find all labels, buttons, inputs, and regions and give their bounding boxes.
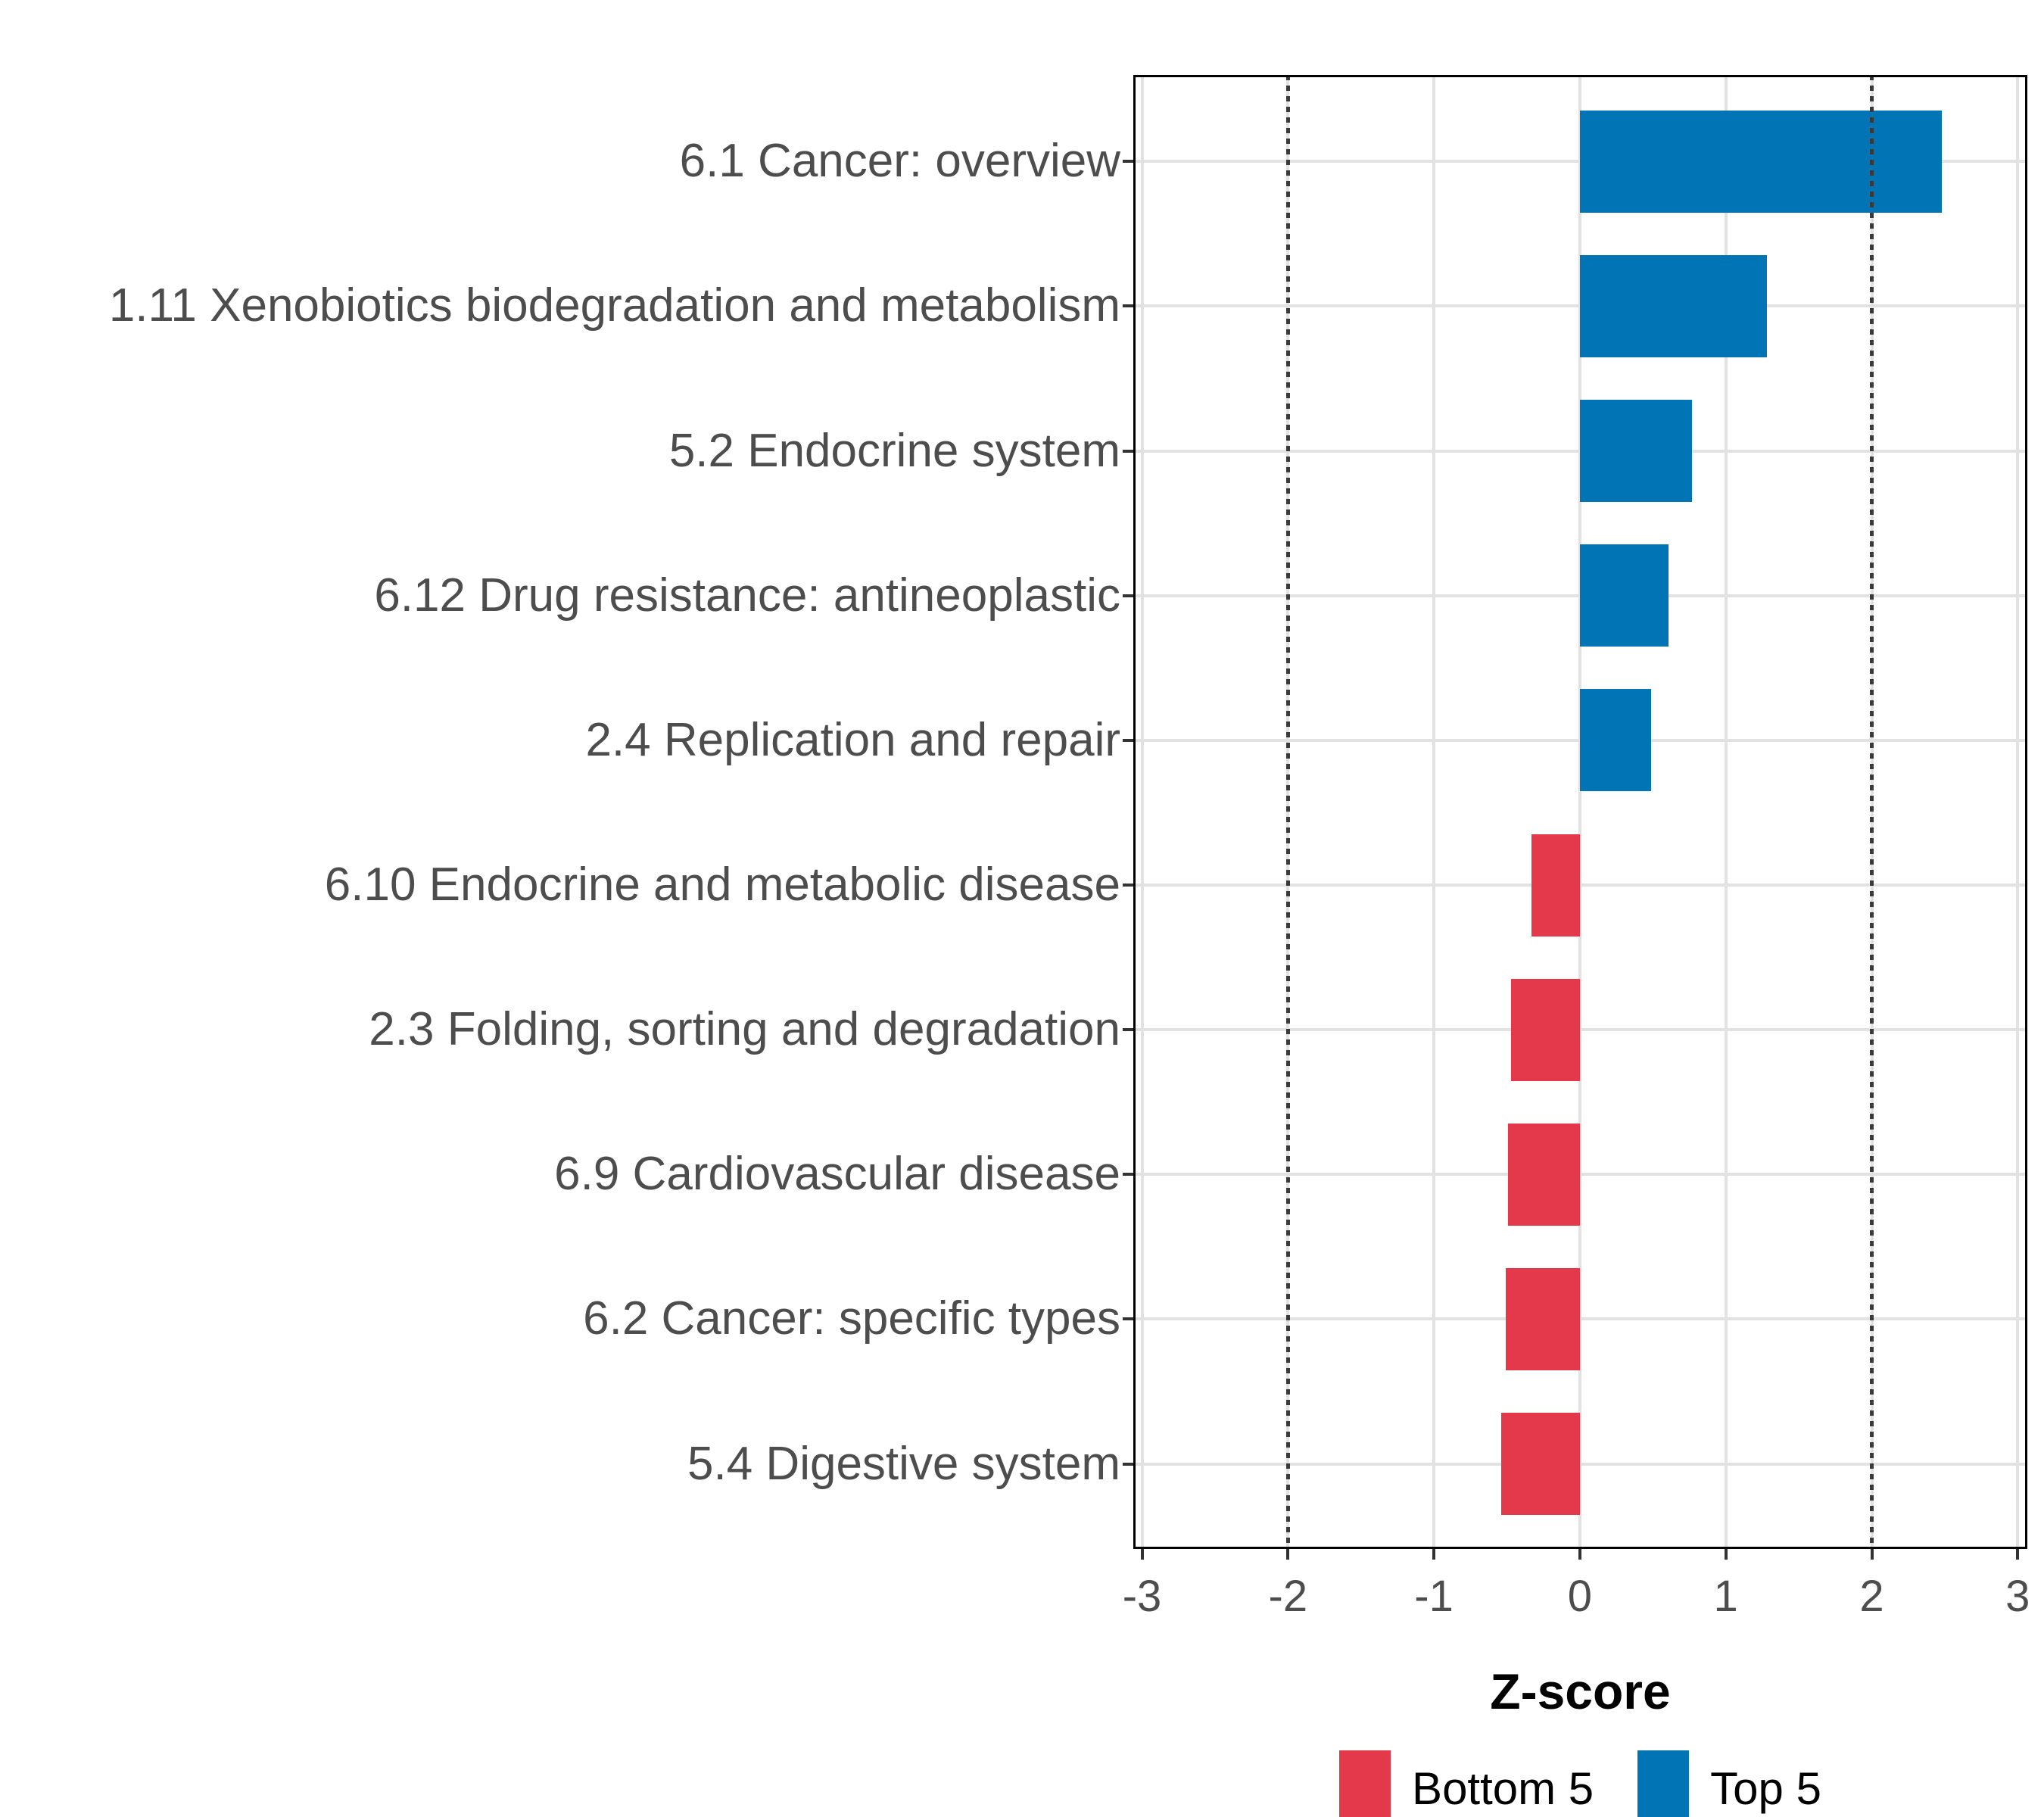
gridline-vertical [1432,75,1436,1549]
x-tick [1286,1549,1290,1560]
y-axis-label: 2.3 Folding, sorting and degradation [369,1003,1120,1056]
legend-label-top5: Top 5 [1710,1763,1821,1814]
legend: Bottom 5 Top 5 [1133,1750,2027,1817]
gridline-horizontal [1133,1317,2027,1321]
y-tick [1123,449,1133,453]
y-tick [1123,884,1133,887]
bar [1579,400,1693,503]
x-tick [2016,1549,2020,1560]
y-axis-label: 1.11 Xenobiotics biodegradation and meta… [108,279,1120,332]
y-tick [1123,738,1133,742]
y-axis-label: 6.12 Drug resistance: antineoplastic [374,569,1120,622]
x-tick-label: -2 [1268,1572,1308,1621]
y-tick [1123,304,1133,308]
bar [1579,544,1669,647]
y-axis-label: 5.2 Endocrine system [668,424,1120,477]
y-tick [1123,1317,1133,1321]
x-tick [1578,1549,1581,1560]
legend-item-bottom5: Bottom 5 [1339,1750,1594,1817]
x-tick [1870,1549,1874,1560]
plot-panel [1133,75,2027,1549]
y-tick [1123,1173,1133,1177]
bar [1579,689,1652,792]
x-tick [1724,1549,1728,1560]
bar [1500,1413,1580,1516]
reference-line [1870,75,1874,1549]
x-tick-label: -3 [1122,1572,1162,1621]
bar [1505,1267,1580,1370]
y-tick [1123,1028,1133,1032]
y-tick [1123,594,1133,597]
y-tick [1123,1462,1133,1466]
y-axis-label: 6.2 Cancer: specific types [583,1292,1120,1345]
gridline-horizontal [1133,1173,2027,1177]
reference-line [1285,75,1290,1549]
bar [1511,978,1580,1081]
legend-key-top5-swatch [1637,1750,1690,1817]
bar [1531,834,1580,937]
y-axis-label: 2.4 Replication and repair [585,713,1120,766]
x-tick-label: 1 [1713,1572,1738,1621]
gridline-horizontal [1133,884,2027,887]
bar [1579,254,1767,357]
gridline-vertical [1140,75,1144,1549]
legend-key-bottom5-swatch [1339,1750,1391,1817]
gridline-vertical [1724,75,1728,1549]
gridline-vertical [2016,75,2020,1549]
x-tick-label: 3 [2005,1572,2030,1621]
x-tick-label: 2 [1859,1572,1884,1621]
gridline-horizontal [1133,1028,2027,1032]
gridline-vertical [1578,75,1581,1549]
x-tick-label: 0 [1567,1572,1593,1621]
legend-item-top5: Top 5 [1637,1750,1821,1817]
x-tick [1140,1549,1144,1560]
bar [1508,1123,1580,1226]
legend-label-bottom5: Bottom 5 [1412,1763,1594,1814]
y-axis-label: 6.10 Endocrine and metabolic disease [324,859,1120,911]
x-axis-title: Z-score [1490,1663,1671,1719]
x-tick-label: -1 [1414,1572,1454,1621]
y-axis-label: 5.4 Digestive system [687,1437,1120,1490]
gridline-horizontal [1133,1462,2027,1466]
bar [1579,110,1943,213]
y-tick [1123,160,1133,164]
y-axis-label: 6.1 Cancer: overview [679,135,1120,188]
x-tick [1432,1549,1436,1560]
y-axis-label: 6.9 Cardiovascular disease [554,1148,1120,1201]
